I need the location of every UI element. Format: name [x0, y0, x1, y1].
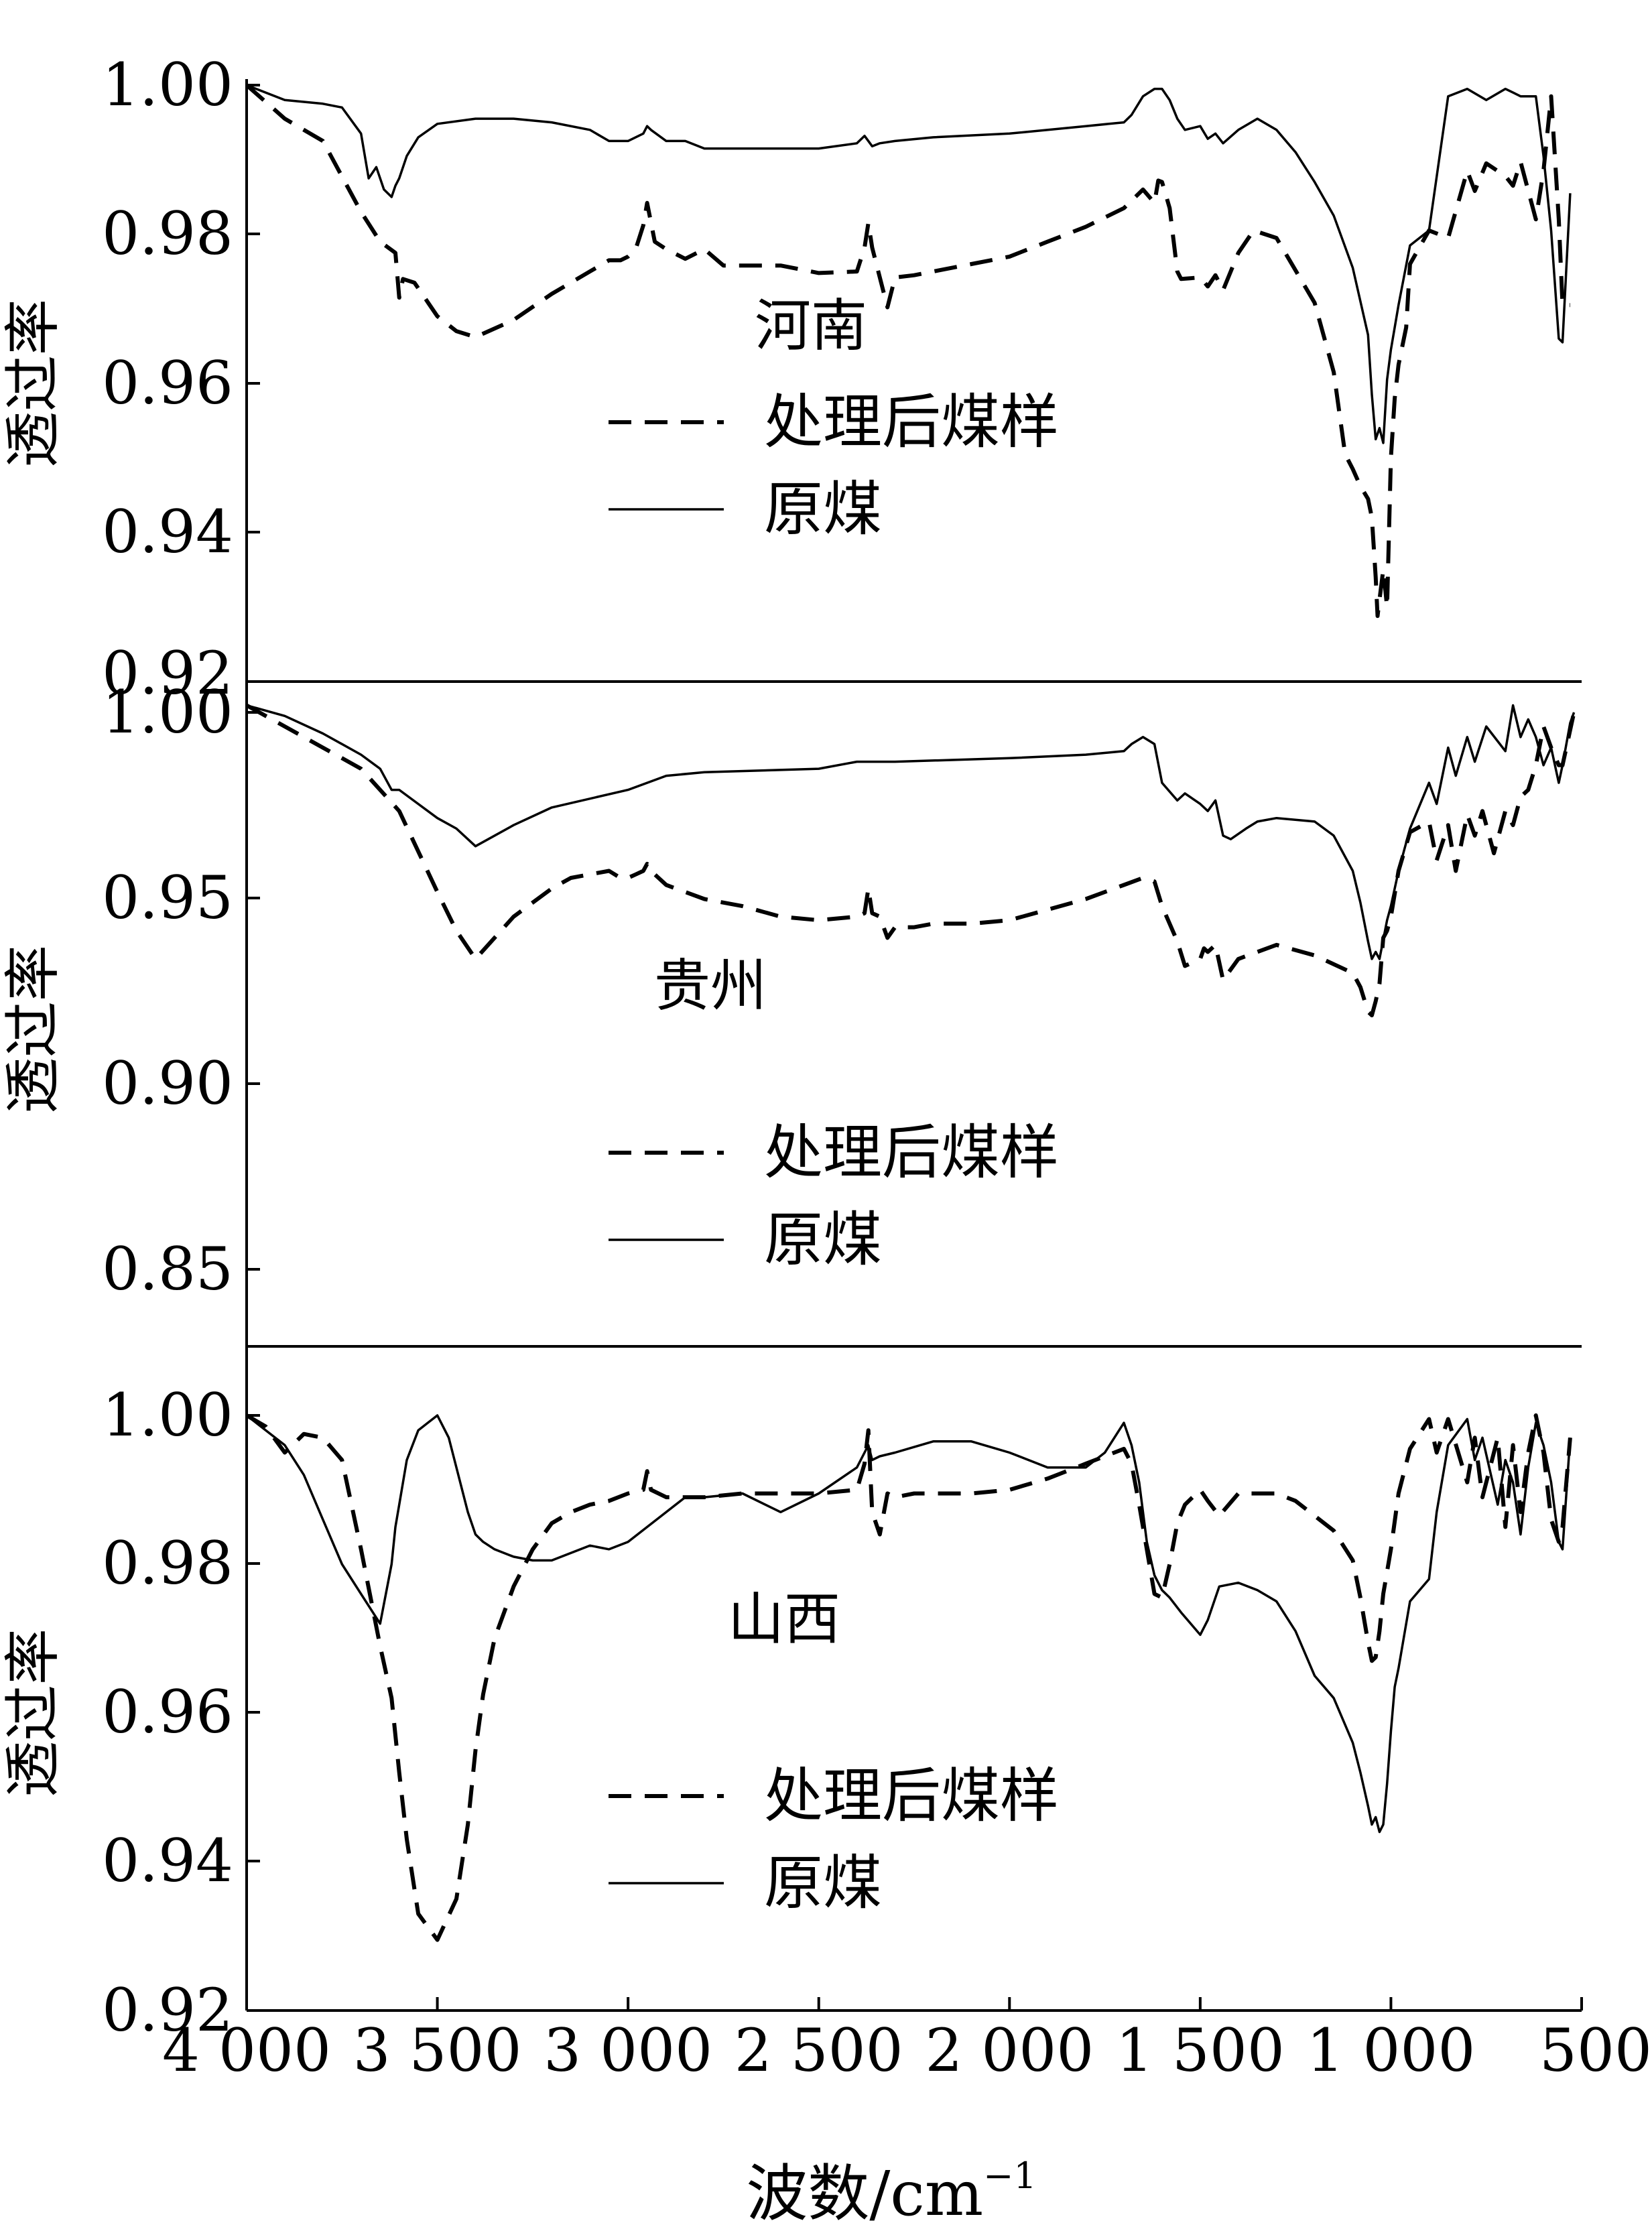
x-tick-label: 4 000 — [162, 2016, 331, 2085]
treated-coal-series — [245, 83, 1570, 619]
legend-label: 原煤 — [764, 1848, 882, 1917]
x-axis: 4 000 3 500 3 000 2 500 2 000 1 500 1 000 500 — [162, 1997, 1652, 2085]
y-tick-label: 0.96 — [102, 348, 233, 418]
y-tick-label: 0.85 — [102, 1234, 233, 1303]
y-tick-label: 0.95 — [102, 863, 233, 932]
y-tick-label: 0.92 — [102, 1976, 233, 2045]
y-tick-label: 0.96 — [102, 1677, 233, 1746]
y-axis-title: 透过率 — [0, 945, 66, 1114]
legend-label: 处理后煤样 — [764, 1118, 1059, 1187]
x-tick-label: 3 500 — [353, 2016, 522, 2085]
raw-coal-series — [246, 704, 1576, 960]
x-axis-title: 波数/cm−1 — [746, 2155, 1036, 2230]
y-tick-label: 0.92 — [102, 639, 233, 708]
legend-label: 处理后煤样 — [764, 1761, 1059, 1830]
x-tick-label: 2 500 — [735, 2016, 903, 2085]
panel-label: 山西 — [728, 1586, 840, 1652]
y-tick-label: 0.90 — [102, 1049, 233, 1118]
legend-label: 原煤 — [764, 474, 882, 544]
y-tick-label: 1.00 — [102, 678, 233, 747]
y-axis-title: 透过率 — [0, 299, 66, 468]
x-tick-label: 1 000 — [1306, 2016, 1475, 2085]
raw-coal-series — [246, 84, 1572, 444]
y-tick-label: 0.98 — [102, 1529, 233, 1598]
x-tick-label: 1 500 — [1116, 2016, 1285, 2085]
y-tick-label: 1.00 — [102, 1381, 233, 1450]
panel-label: 贵州 — [654, 953, 767, 1019]
y-axis-title: 透过率 — [0, 1629, 66, 1797]
legend-label: 处理后煤样 — [764, 387, 1059, 456]
y-tick-label: 1.00 — [102, 50, 233, 119]
x-tick-label: 2 000 — [925, 2016, 1094, 2085]
panel-label: 河南 — [755, 293, 867, 359]
y-tick-label: 0.98 — [102, 199, 233, 268]
treated-coal-series — [245, 1413, 1572, 1942]
plot-frame — [245, 79, 1582, 2012]
raw-coal-series — [245, 1414, 1572, 1834]
y-tick-label: 0.94 — [102, 497, 233, 566]
x-tick-label: 500 — [1539, 2016, 1652, 2085]
treated-coal-series — [245, 703, 1576, 1017]
legend-label: 原煤 — [764, 1205, 882, 1274]
y-tick-label: 0.94 — [102, 1826, 233, 1895]
x-tick-label: 3 000 — [544, 2016, 712, 2085]
